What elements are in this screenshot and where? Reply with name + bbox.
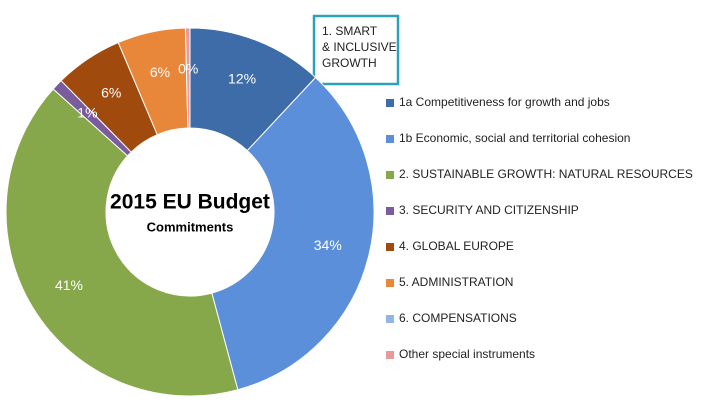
- legend-label: 4. GLOBAL EUROPE: [399, 239, 514, 253]
- legend-label: Other special instruments: [399, 347, 535, 361]
- legend-label: 6. COMPENSATIONS: [399, 311, 517, 325]
- legend-swatch: [386, 279, 394, 287]
- legend-label: 2. SUSTAINABLE GROWTH: NATURAL RESOURCES: [399, 167, 693, 181]
- legend-label: 1b Economic, social and territorial cohe…: [399, 131, 630, 145]
- legend-swatch: [386, 243, 394, 251]
- data-label: 34%: [314, 237, 342, 253]
- annotation: 1. SMART: [322, 24, 378, 38]
- legend-swatch: [386, 315, 394, 323]
- data-label: 12%: [228, 71, 256, 87]
- legend-label: 1a Competitiveness for growth and jobs: [399, 95, 610, 109]
- data-label: 6%: [101, 85, 121, 101]
- donut-slice: [211, 76, 375, 391]
- legend-label: 3. SECURITY AND CITIZENSHIP: [399, 203, 579, 217]
- chart-title: 2015 EU Budget: [110, 191, 270, 214]
- legend-swatch: [386, 99, 394, 107]
- chart-subtitle: Commitments: [147, 219, 234, 234]
- legend-swatch: [386, 351, 394, 359]
- legend-label: 5. ADMINISTRATION: [399, 275, 513, 289]
- annotation: GROWTH: [322, 56, 377, 70]
- data-label: 6%: [150, 64, 170, 80]
- annotation: & INCLUSIVE: [322, 40, 397, 54]
- donut-slice: [184, 27, 191, 129]
- data-label: 41%: [55, 277, 83, 293]
- legend-swatch: [386, 171, 394, 179]
- annotation-box: [312, 14, 400, 86]
- legend-swatch: [386, 207, 394, 215]
- legend-swatch: [386, 135, 394, 143]
- donut-slice: [5, 88, 239, 397]
- data-label: 0%: [178, 61, 198, 77]
- data-label: 1%: [77, 105, 97, 121]
